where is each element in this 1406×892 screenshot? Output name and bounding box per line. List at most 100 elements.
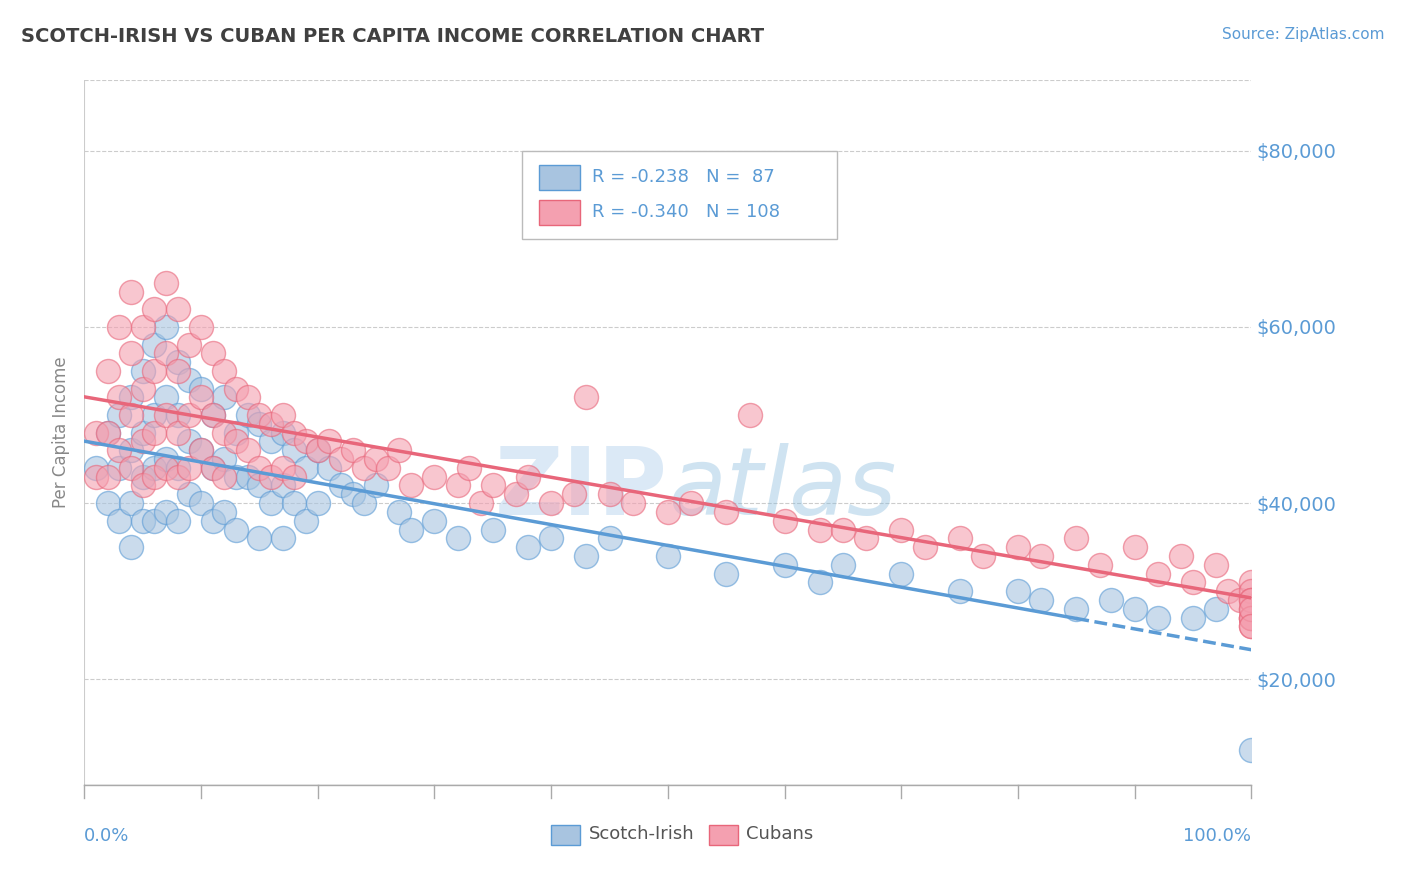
Point xyxy=(423,469,446,483)
Point xyxy=(447,478,470,492)
Point xyxy=(132,364,155,378)
Text: 0.0%: 0.0% xyxy=(84,827,129,846)
Point xyxy=(260,434,283,449)
Point xyxy=(949,532,972,546)
Point xyxy=(132,320,155,334)
Point xyxy=(1240,593,1263,607)
Text: Scotch-Irish: Scotch-Irish xyxy=(589,825,695,843)
Point xyxy=(166,514,188,528)
Point xyxy=(97,496,120,510)
Point xyxy=(120,391,142,405)
Point xyxy=(481,478,505,492)
Point xyxy=(271,408,294,422)
Point xyxy=(377,460,399,475)
Point xyxy=(236,408,259,422)
Point xyxy=(214,425,236,440)
Point xyxy=(1007,584,1029,599)
Point xyxy=(283,425,305,440)
Point xyxy=(540,532,562,546)
Point xyxy=(155,505,177,519)
Point xyxy=(599,487,621,501)
Point xyxy=(236,391,259,405)
Point xyxy=(575,391,598,405)
Point xyxy=(330,452,353,467)
Point xyxy=(773,558,796,572)
Text: 100.0%: 100.0% xyxy=(1184,827,1251,846)
Point xyxy=(399,523,422,537)
Point xyxy=(225,425,247,440)
Point xyxy=(832,558,855,572)
Point xyxy=(575,549,598,563)
Point xyxy=(225,523,247,537)
Point xyxy=(214,505,236,519)
Point xyxy=(190,496,212,510)
Point xyxy=(97,469,120,483)
Point xyxy=(260,469,283,483)
Text: Cubans: Cubans xyxy=(747,825,813,843)
Point xyxy=(283,496,305,510)
Point xyxy=(949,584,972,599)
Point xyxy=(1240,610,1263,624)
Point xyxy=(342,487,364,501)
Point xyxy=(143,337,166,351)
Point xyxy=(1147,566,1170,581)
Point xyxy=(190,320,212,334)
Point xyxy=(179,337,201,351)
Point xyxy=(283,469,305,483)
Point xyxy=(166,355,188,369)
Point xyxy=(832,523,855,537)
Point xyxy=(330,478,353,492)
Point xyxy=(1031,593,1053,607)
Point xyxy=(388,505,411,519)
Point xyxy=(738,408,761,422)
FancyBboxPatch shape xyxy=(709,825,738,845)
Point xyxy=(1099,593,1122,607)
Point xyxy=(236,469,259,483)
Point xyxy=(1240,602,1263,616)
Point xyxy=(155,391,177,405)
Point xyxy=(1229,593,1251,607)
Point xyxy=(353,460,375,475)
Point xyxy=(1088,558,1111,572)
Text: Source: ZipAtlas.com: Source: ZipAtlas.com xyxy=(1222,27,1385,42)
Point xyxy=(716,505,738,519)
Point xyxy=(179,460,201,475)
Point xyxy=(914,540,936,554)
Point xyxy=(120,408,142,422)
Point xyxy=(681,496,703,510)
Point xyxy=(1240,619,1263,633)
Point xyxy=(249,478,271,492)
Point xyxy=(108,320,131,334)
Point xyxy=(132,425,155,440)
Point xyxy=(97,425,120,440)
Point xyxy=(155,346,177,360)
Point xyxy=(201,460,224,475)
Point xyxy=(84,469,107,483)
Text: atlas: atlas xyxy=(668,443,896,534)
Point xyxy=(366,452,388,467)
Point xyxy=(307,443,329,458)
Point xyxy=(1240,619,1263,633)
Point xyxy=(1205,602,1227,616)
Point xyxy=(657,549,679,563)
Point xyxy=(388,443,411,458)
Point xyxy=(108,514,131,528)
Point xyxy=(108,408,131,422)
Text: R = -0.238   N =  87: R = -0.238 N = 87 xyxy=(592,168,775,186)
Point xyxy=(271,478,294,492)
Point xyxy=(143,514,166,528)
Point xyxy=(143,469,166,483)
Point xyxy=(143,408,166,422)
Point xyxy=(423,514,446,528)
Point xyxy=(716,566,738,581)
Point xyxy=(166,460,188,475)
Point xyxy=(166,469,188,483)
Point xyxy=(179,434,201,449)
Point xyxy=(190,391,212,405)
Point xyxy=(225,469,247,483)
Point xyxy=(120,540,142,554)
Point xyxy=(271,532,294,546)
Point xyxy=(236,443,259,458)
Point xyxy=(890,566,912,581)
Point xyxy=(120,346,142,360)
